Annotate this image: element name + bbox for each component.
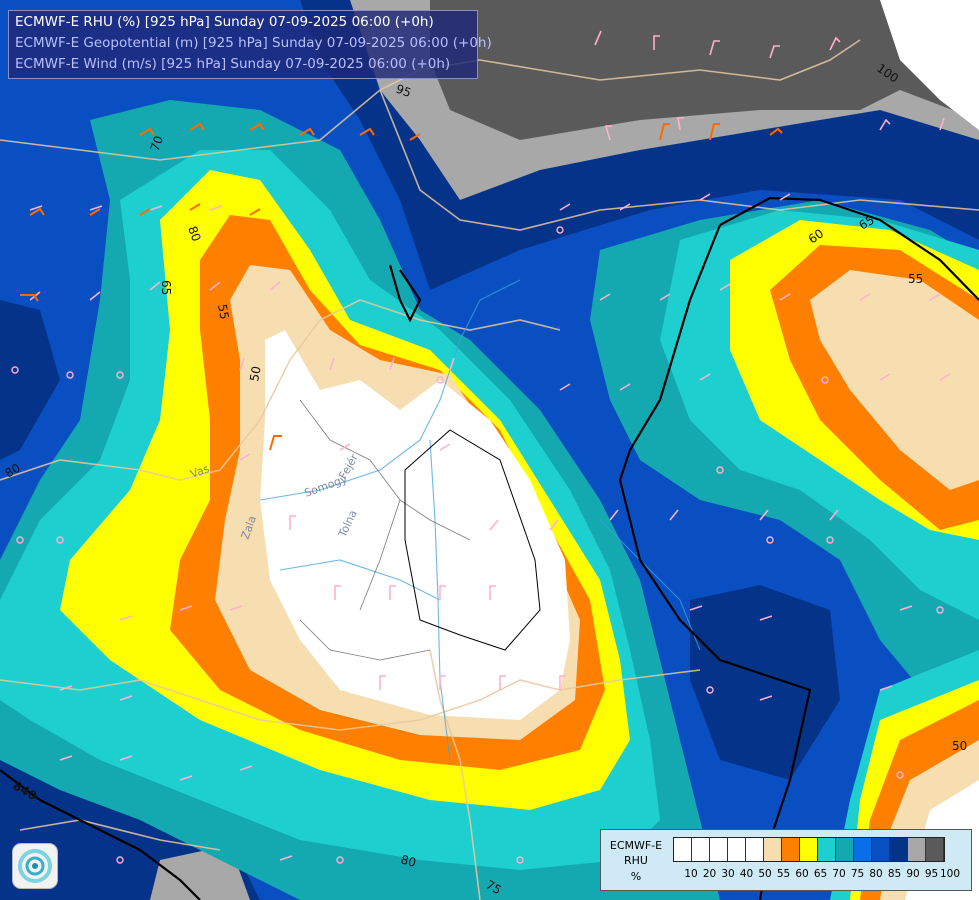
- contour-label: 50: [247, 365, 263, 382]
- legend-swatch: [728, 838, 746, 861]
- legend-swatch: [818, 838, 836, 861]
- rivers: [259, 279, 701, 761]
- contour-label: 65: [857, 213, 877, 233]
- contour-label: 95: [394, 82, 413, 100]
- legend-tick-label: 70: [832, 868, 846, 880]
- legend-tick-label: 50: [758, 868, 772, 880]
- legend-swatches: [673, 837, 945, 862]
- legend-swatch: [836, 838, 854, 861]
- contour-label: 65: [159, 280, 173, 295]
- geopotential-contour-inner: [404, 429, 541, 651]
- legend-tick-label: 20: [702, 868, 717, 880]
- legend-tick-label: 10: [684, 868, 698, 880]
- legend-swatch: [764, 838, 782, 861]
- legend-swatch: [746, 838, 764, 861]
- title-wind: ECMWF-E Wind (m/s) [925 hPa] Sunday 07-0…: [15, 56, 451, 72]
- title-geopotential: ECMWF-E Geopotential (m) [925 hPa] Sunda…: [15, 35, 492, 51]
- rhu-band-dry-northeast: [880, 0, 979, 130]
- legend-tick-label: 90: [906, 868, 920, 880]
- legend-tick-label: 100: [939, 868, 961, 880]
- contour-label: 75: [484, 877, 504, 897]
- contour-label: 70: [148, 134, 166, 153]
- legend-tick-label: 95: [924, 868, 939, 880]
- legend-tick-label: 85: [887, 868, 902, 880]
- legend-swatch: [692, 838, 710, 861]
- legend-swatch: [710, 838, 728, 861]
- legend-tick-label: 55: [776, 868, 791, 880]
- legend-tick-label: 60: [795, 868, 809, 880]
- legend-tick-label: 40: [739, 868, 754, 880]
- title-rhu: ECMWF-E RHU (%) [925 hPa] Sunday 07-09-2…: [15, 14, 434, 30]
- legend-model: ECMWF-E: [609, 839, 663, 852]
- legend-swatch: [674, 838, 692, 861]
- legend-swatch: [872, 838, 890, 861]
- legend-swatch: [908, 838, 926, 861]
- contour-label: 80: [3, 461, 23, 481]
- legend-unit: %: [630, 870, 642, 883]
- legend-swatch: [890, 838, 908, 861]
- swirl-logo-icon: [12, 843, 58, 889]
- legend-swatch: [782, 838, 800, 861]
- geopotential-contours: [0, 196, 979, 900]
- legend-tick-label: 65: [813, 868, 828, 880]
- legend-variable: RHU: [624, 854, 648, 867]
- rhu-band-below-55: [260, 330, 570, 720]
- rhu-band-85-90-west: [0, 300, 60, 460]
- place-label-vas: Vas: [189, 462, 212, 481]
- legend-swatch: [926, 838, 944, 861]
- contour-label: 50: [952, 739, 967, 753]
- rhu-legend: ECMWF-E RHU % 10 20 30 40 50 55 60 65 70 75 80 85 90…: [600, 829, 972, 891]
- contour-label: 55: [215, 303, 231, 320]
- map-title-box: ECMWF-E RHU (%) [925 hPa] Sunday 07-09-2…: [8, 10, 492, 79]
- legend-ticks: 10 20 30 40 50 55 60 65 70 75 80 85 90 95 100: [673, 868, 973, 882]
- contour-label: 80: [399, 852, 417, 869]
- legend-tick-label: 80: [869, 868, 883, 880]
- contour-label: 55: [908, 272, 923, 286]
- rhu-band-55-60-east: [810, 270, 979, 490]
- calm-markers: [11, 226, 944, 864]
- legend-tick-label: 30: [721, 868, 735, 880]
- admin-borders: [299, 399, 471, 661]
- legend-tick-label: 75: [850, 868, 865, 880]
- contour-label: 80: [185, 224, 203, 243]
- rhu-band-85-90-southeast: [690, 585, 840, 780]
- legend-swatch: [854, 838, 872, 861]
- legend-swatch: [800, 838, 818, 861]
- wind-barbs-strong: [20, 122, 783, 451]
